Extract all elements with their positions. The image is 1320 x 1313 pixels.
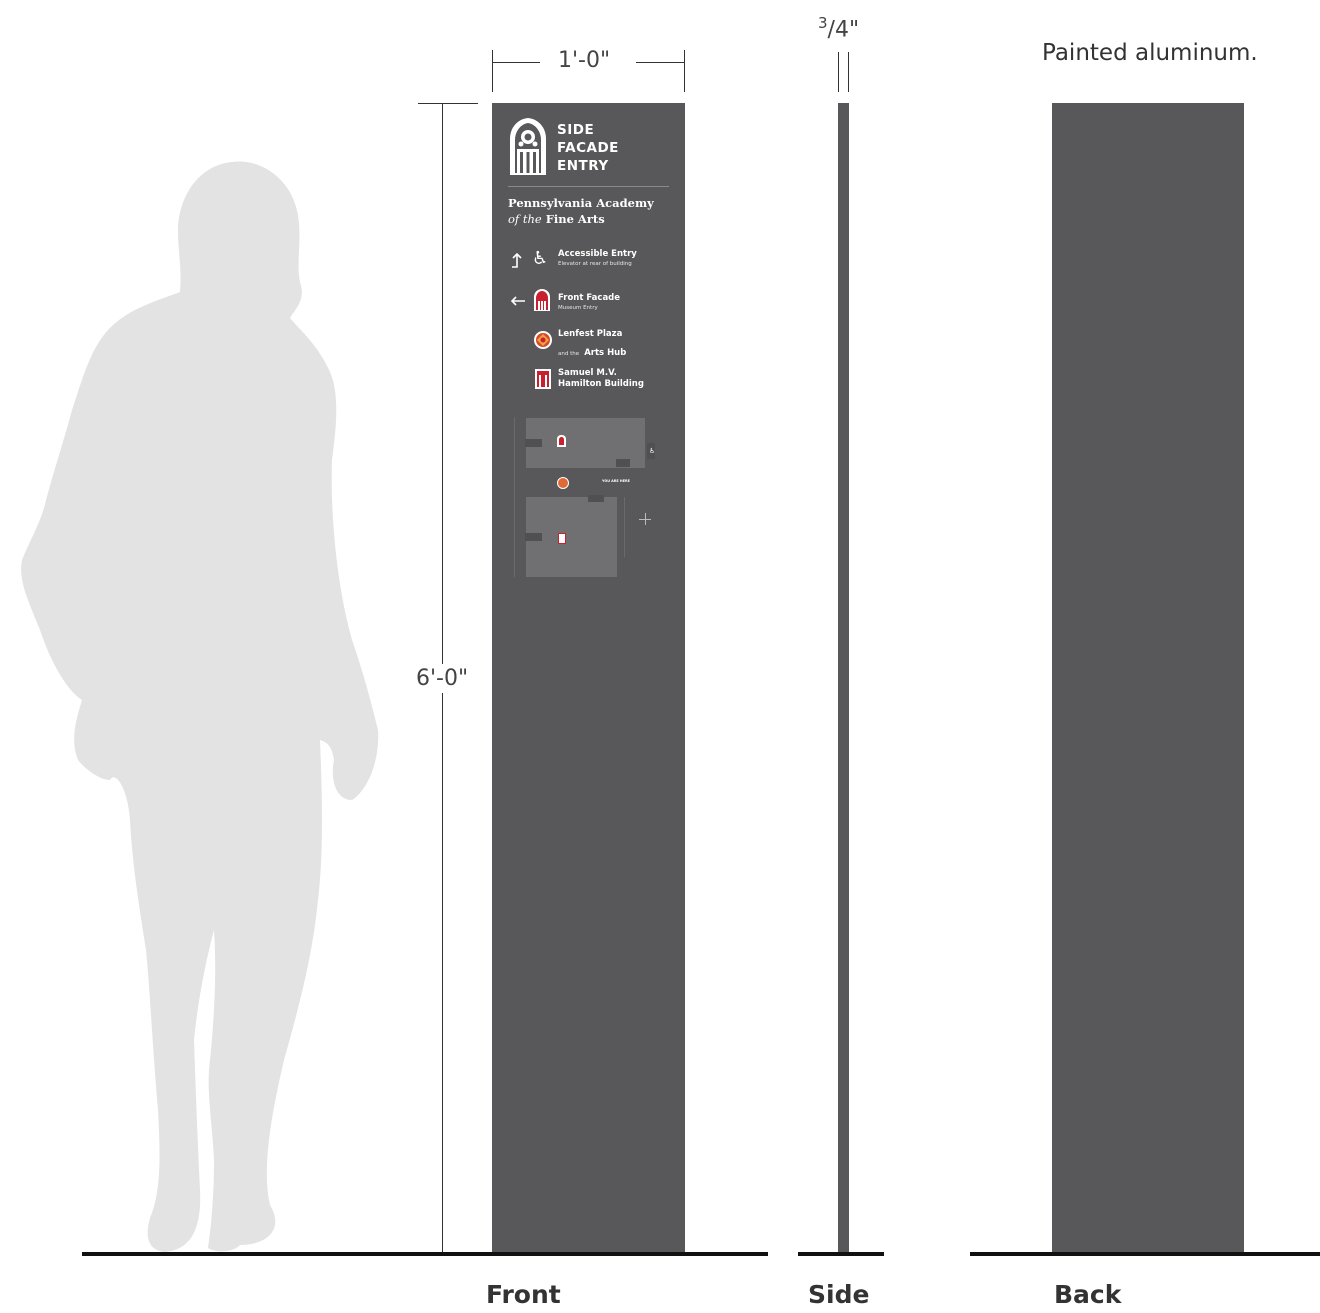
- institution-bold: Fine Arts: [545, 212, 605, 226]
- view-label-back: Back: [1054, 1280, 1122, 1309]
- facade-icon: [534, 289, 550, 311]
- direction-subtitle: Elevator at rear of building: [558, 261, 632, 267]
- map-compass: [639, 513, 651, 525]
- institution-line-2: of the Fine Arts: [508, 211, 654, 227]
- width-dim-right-tick: [684, 50, 685, 92]
- ground-line-side: [798, 1252, 884, 1256]
- map-historic-building-icon: [557, 435, 566, 447]
- map-plaza-icon: [557, 477, 569, 489]
- direction-accessible-entry: Accessible Entry Elevator at rear of bui…: [558, 249, 637, 268]
- width-dim-right-line: [636, 62, 684, 63]
- map-marker: [525, 439, 542, 447]
- gothic-window-icon: [510, 118, 546, 175]
- direction-subtitle-bold: Arts Hub: [584, 348, 627, 358]
- left-arrow-icon: [510, 296, 525, 306]
- map-hamilton-icon: [558, 533, 566, 544]
- title-divider: [508, 186, 669, 187]
- direction-lenfest-plaza: Lenfest Plaza and the Arts Hub: [558, 329, 626, 359]
- depth-dim-left-tick: [838, 52, 839, 92]
- direction-subtitle-prefix: and the: [558, 351, 580, 357]
- map-marker: [525, 533, 542, 541]
- direction-title: Front Facade: [558, 293, 621, 303]
- direction-subtitle: and the Arts Hub: [558, 340, 626, 359]
- depth-rest: /4": [827, 17, 860, 43]
- sign-title-line: FACADE: [557, 140, 619, 156]
- depth-dimension-label: 3/4": [818, 14, 859, 42]
- view-label-side: Side: [808, 1280, 870, 1309]
- width-dim-left-line: [492, 62, 540, 63]
- map-you-are-here: YOU ARE HERE: [602, 479, 630, 483]
- map-marker: [616, 459, 630, 467]
- direction-title-2: Hamilton Building: [558, 379, 644, 389]
- direction-front-facade: Front Facade Museum Entry: [558, 293, 620, 312]
- height-dim-top-tick: [418, 103, 478, 104]
- width-dim-left-tick: [492, 50, 493, 92]
- direction-subtitle: Museum Entry: [558, 305, 598, 311]
- direction-title: Accessible Entry: [558, 249, 637, 259]
- ground-line-back: [970, 1252, 1320, 1256]
- width-dimension-label: 1'-0": [558, 48, 611, 73]
- institution-italic: of the: [508, 212, 542, 226]
- accessibility-icon: ♿: [532, 248, 549, 269]
- hamilton-icon: [535, 369, 551, 389]
- direction-title: Lenfest Plaza: [558, 329, 623, 339]
- map-marker: [647, 443, 655, 459]
- ground-line-front: [82, 1252, 768, 1256]
- campus-map: ♿ YOU ARE HERE: [512, 417, 662, 582]
- sign-title-line: ENTRY: [557, 158, 609, 174]
- up-arrow-icon: [512, 252, 522, 268]
- side-view-panel: [838, 103, 849, 1252]
- sign-title: SIDE FACADE ENTRY: [557, 121, 619, 175]
- view-label-front: Front: [486, 1280, 561, 1309]
- direction-hamilton-building: Samuel M.V. Hamilton Building: [558, 368, 644, 390]
- front-view-panel: SIDE FACADE ENTRY Pennsylvania Academy o…: [492, 103, 685, 1252]
- depth-numerator: 3: [818, 14, 828, 32]
- map-marker: [588, 495, 604, 502]
- material-note: Painted aluminum.: [1042, 40, 1258, 66]
- direction-title: Samuel M.V.: [558, 368, 617, 378]
- person-silhouette: [21, 161, 379, 1253]
- sign-title-line: SIDE: [557, 122, 595, 138]
- map-street-line: [514, 417, 515, 577]
- institution-line-1: Pennsylvania Academy: [508, 196, 654, 210]
- back-view-panel: [1052, 103, 1244, 1252]
- height-dimension-label: 6'-0": [416, 664, 469, 693]
- plaza-icon: [534, 331, 552, 349]
- map-accessible-icon: ♿: [649, 447, 656, 455]
- institution-name: Pennsylvania Academy of the Fine Arts: [508, 195, 654, 227]
- depth-dim-right-tick: [848, 52, 849, 92]
- map-street-line: [624, 497, 625, 557]
